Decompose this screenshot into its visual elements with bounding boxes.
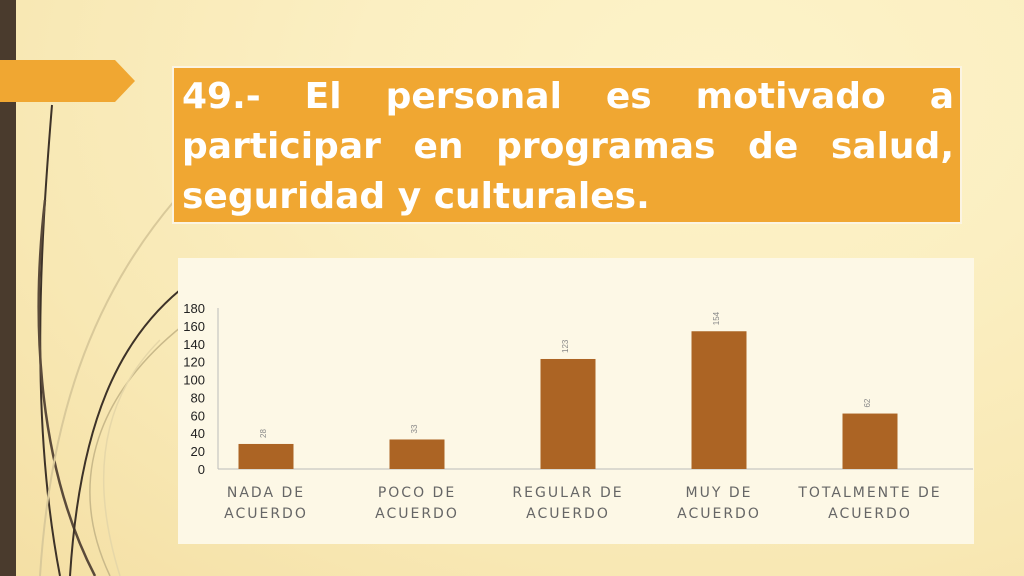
arrow-decoration [0,60,135,102]
data-label: 33 [410,424,419,433]
y-tick-label: 140 [183,337,205,352]
chart-panel: 0 20 40 60 80 100 120 140 160 180 28 NADA DE ACUERDO… [178,258,974,544]
left-accent-bar [0,0,16,576]
y-tick-label: 20 [191,444,205,459]
category-label: ACUERDO [677,506,761,522]
category-label: MUY DE [686,485,753,501]
decorative-curves [37,104,191,576]
bar [389,439,445,469]
slide-title: 49.- El personal es motivado a participa… [182,76,954,217]
y-tick-label: 60 [191,408,205,423]
y-tick-label: 160 [183,319,205,334]
y-tick-label: 0 [198,462,205,477]
category-label: ACUERDO [224,506,308,522]
bar [842,413,898,469]
data-label: 28 [259,429,268,438]
bar [540,358,596,469]
y-tick-label: 180 [183,301,205,316]
category-label: TOTALMENTE DE [797,485,941,501]
category-label: ACUERDO [375,506,459,522]
bar-chart: 0 20 40 60 80 100 120 140 160 180 28 NADA DE ACUERDO… [183,301,973,522]
category-label: POCO DE [378,485,456,501]
category-label: ACUERDO [526,506,610,522]
category-label: NADA DE [227,485,305,501]
y-tick-label: 100 [183,373,205,388]
y-tick-label: 80 [191,390,205,405]
title-box: 49.- El personal es motivado a participa… [172,66,962,224]
bar [691,331,747,469]
y-tick-label: 40 [191,426,205,441]
data-label: 154 [712,311,721,325]
category-label: REGULAR DE [512,485,623,501]
data-label: 123 [561,339,570,353]
data-label: 62 [863,398,872,407]
bar [238,443,294,469]
category-label: ACUERDO [828,506,912,522]
y-tick-label: 120 [183,355,205,370]
